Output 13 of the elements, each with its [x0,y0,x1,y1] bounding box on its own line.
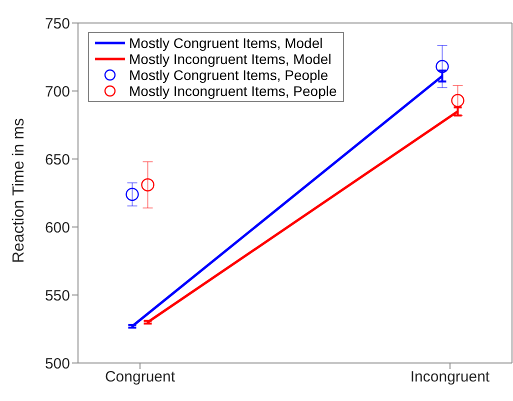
x-tick-label: Incongruent [410,368,490,386]
y-tick-label: 750 [44,15,70,32]
legend-label: Mostly Congruent Items, People [129,67,328,83]
y-tick-label: 500 [44,355,70,372]
y-tick-label: 550 [44,287,70,304]
y-tick-label: 650 [44,151,70,168]
y-axis-title: Reaction Time in ms [10,118,28,263]
legend-label: Mostly Incongruent Items, Model [129,51,332,67]
legend-label: Mostly Congruent Items, Model [129,35,323,51]
y-tick-label: 600 [44,219,70,236]
x-tick-label: Congruent [104,368,176,386]
legend-label: Mostly Incongruent Items, People [129,83,337,99]
y-tick-label: 700 [44,83,70,100]
